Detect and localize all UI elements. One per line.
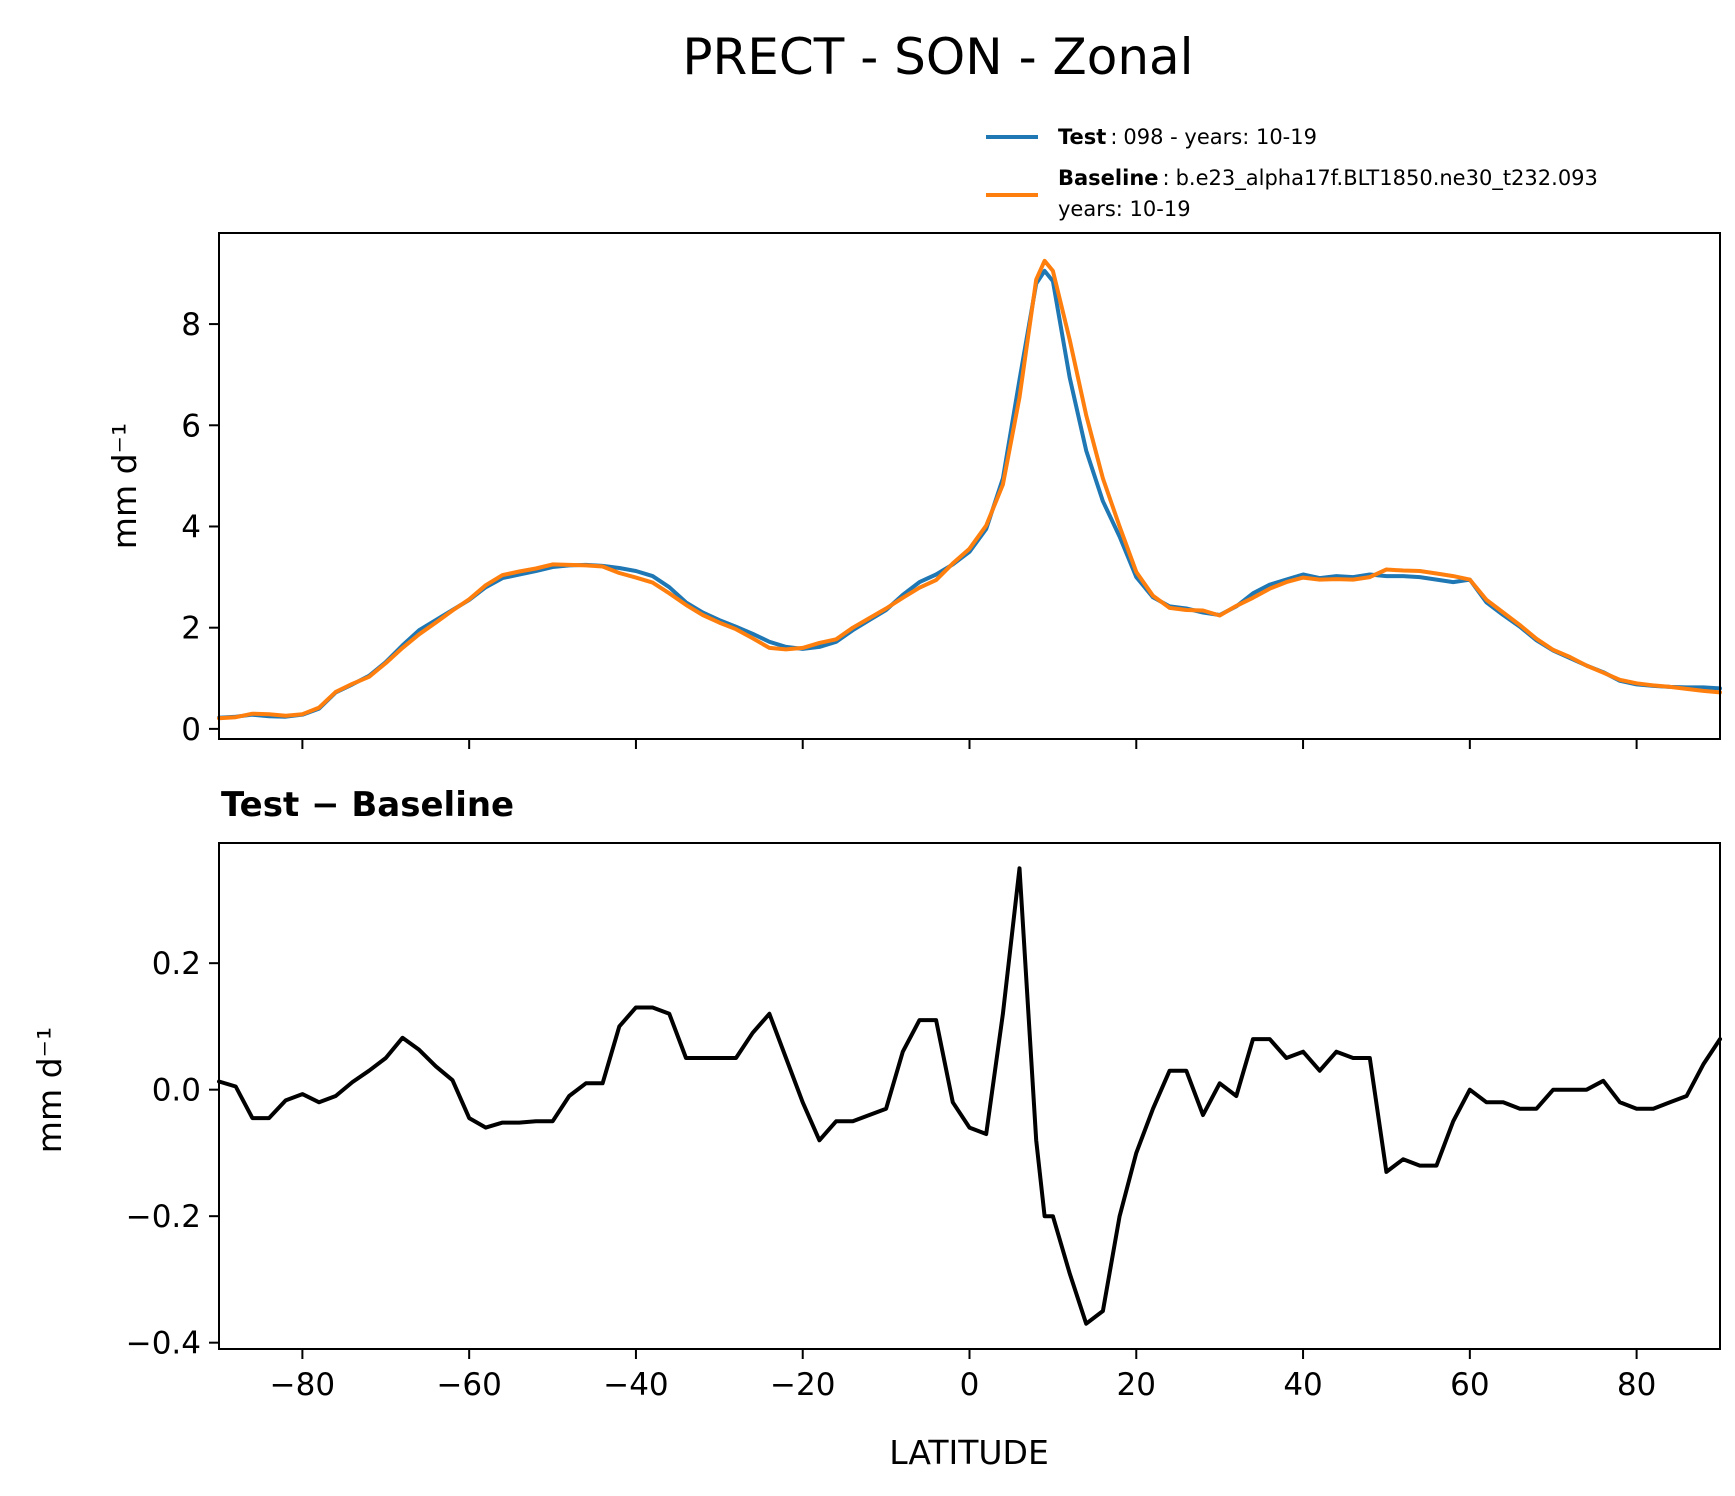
legend-entry-test: Test:098 - years: 10-19: [1058, 125, 1317, 149]
top-series-group: [217, 258, 1722, 721]
legend-separator-test: :: [1110, 125, 1117, 149]
legend-separator-baseline: :: [1163, 166, 1170, 190]
top-y-axis: 0 2 4 6 8: [181, 307, 219, 748]
top-y-tick-label: 4: [181, 509, 201, 545]
bottom-y-tick-label: −0.4: [126, 1326, 201, 1362]
legend-entry-baseline: Baseline: b.e23_alpha17f.BLT1850.ne30_t23…: [1058, 166, 1598, 191]
top-y-axis-label: mm d⁻¹: [105, 423, 144, 549]
legend-text-test: 098 - years: 10-19: [1123, 125, 1317, 149]
x-tick-label: 0: [960, 1367, 980, 1403]
x-tick-label: −20: [770, 1367, 835, 1403]
x-tick-label: 40: [1283, 1367, 1322, 1403]
bottom-y-tick-label: 0.0: [152, 1073, 201, 1109]
x-tick-label: 20: [1117, 1367, 1156, 1403]
legend-name-test: Test: [1058, 125, 1106, 149]
bottom-panel: Test − Baseline −0.4 −0.2 0.0 0.2 −80 −60 −40…: [30, 785, 1722, 1472]
bottom-series-line-test-baseline: [217, 866, 1722, 1326]
top-y-tick-label: 2: [181, 611, 201, 647]
x-tick-label: −80: [270, 1367, 335, 1403]
bottom-panel-subtitle: Test − Baseline: [221, 785, 514, 825]
bottom-y-axis: −0.4 −0.2 0.0 0.2: [126, 946, 219, 1362]
legend-text-baseline: b.e23_alpha17f.BLT1850.ne30_t232.093: [1176, 166, 1598, 191]
top-series-line-baseline: [217, 258, 1722, 721]
x-axis-label: LATITUDE: [889, 1433, 1049, 1472]
x-tick-label: −60: [436, 1367, 501, 1403]
bottom-y-tick-label: 0.2: [152, 946, 201, 982]
chart-title: PRECT - SON - Zonal: [682, 28, 1193, 86]
legend-name-baseline: Baseline: [1058, 166, 1159, 190]
bottom-series-group: [217, 866, 1722, 1326]
legend: Test:098 - years: 10-19 Baseline: b.e23_a…: [986, 125, 1598, 221]
top-panel: 0 2 4 6 8 mm d⁻¹: [105, 232, 1722, 749]
legend-text-baseline-line2: years: 10-19: [1058, 197, 1191, 221]
x-tick-label: 60: [1450, 1367, 1489, 1403]
top-y-tick-label: 6: [181, 408, 201, 444]
bottom-y-axis-label: mm d⁻¹: [30, 1027, 69, 1153]
bottom-y-tick-label: −0.2: [126, 1199, 201, 1235]
x-tick-label: −40: [603, 1367, 668, 1403]
bottom-x-axis: −80 −60 −40 −20 0 20 40 60 80: [270, 1349, 1656, 1403]
x-tick-label: 80: [1617, 1367, 1656, 1403]
top-y-tick-label: 8: [181, 307, 201, 343]
top-y-tick-label: 0: [181, 712, 201, 748]
top-x-axis: [301, 739, 1638, 749]
